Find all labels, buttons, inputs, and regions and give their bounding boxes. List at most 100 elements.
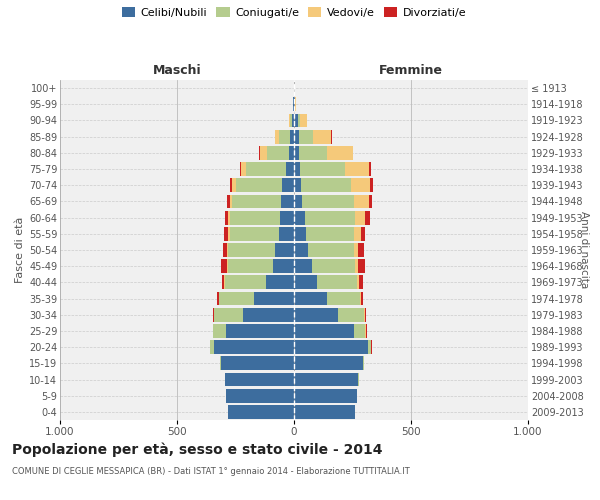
- Bar: [280, 210, 294, 224]
- Bar: [313, 130, 331, 143]
- Bar: [295, 98, 296, 111]
- Bar: [361, 292, 363, 306]
- Bar: [361, 227, 365, 240]
- Bar: [224, 276, 225, 289]
- Bar: [294, 146, 299, 160]
- Bar: [357, 276, 359, 289]
- Bar: [294, 340, 368, 354]
- Bar: [230, 210, 280, 224]
- Text: Maschi: Maschi: [152, 64, 202, 78]
- Bar: [283, 178, 294, 192]
- Bar: [254, 292, 294, 306]
- Bar: [294, 356, 363, 370]
- Bar: [242, 308, 294, 322]
- Bar: [294, 260, 311, 273]
- Bar: [358, 260, 365, 273]
- Bar: [294, 130, 299, 143]
- Bar: [240, 162, 241, 176]
- Bar: [294, 324, 353, 338]
- Bar: [363, 356, 364, 370]
- Bar: [213, 308, 214, 322]
- Bar: [229, 260, 273, 273]
- Bar: [241, 162, 246, 176]
- Bar: [273, 260, 294, 273]
- Bar: [306, 227, 353, 240]
- Bar: [299, 130, 313, 143]
- Bar: [369, 162, 371, 176]
- Bar: [210, 340, 214, 354]
- Bar: [223, 243, 227, 257]
- Bar: [225, 372, 294, 386]
- Bar: [294, 389, 357, 402]
- Bar: [358, 243, 364, 257]
- Bar: [327, 146, 353, 160]
- Bar: [299, 146, 327, 160]
- Bar: [275, 130, 279, 143]
- Bar: [353, 324, 365, 338]
- Text: Femmine: Femmine: [379, 64, 443, 78]
- Bar: [226, 324, 294, 338]
- Bar: [294, 405, 355, 419]
- Bar: [355, 210, 365, 224]
- Bar: [281, 194, 294, 208]
- Bar: [229, 243, 275, 257]
- Bar: [221, 356, 294, 370]
- Bar: [230, 178, 232, 192]
- Bar: [294, 98, 295, 111]
- Bar: [294, 178, 301, 192]
- Bar: [225, 210, 229, 224]
- Bar: [227, 243, 229, 257]
- Bar: [232, 178, 235, 192]
- Bar: [229, 405, 294, 419]
- Bar: [305, 210, 355, 224]
- Bar: [260, 146, 267, 160]
- Bar: [353, 227, 361, 240]
- Bar: [290, 130, 294, 143]
- Bar: [294, 227, 306, 240]
- Bar: [289, 146, 294, 160]
- Bar: [289, 114, 290, 128]
- Bar: [298, 114, 301, 128]
- Bar: [293, 98, 294, 111]
- Bar: [290, 114, 292, 128]
- Legend: Celibi/Nubili, Coniugati/e, Vedovi/e, Divorziati/e: Celibi/Nubili, Coniugati/e, Vedovi/e, Di…: [118, 2, 470, 22]
- Text: Popolazione per età, sesso e stato civile - 2014: Popolazione per età, sesso e stato civil…: [12, 442, 383, 457]
- Bar: [214, 308, 242, 322]
- Bar: [359, 292, 361, 306]
- Bar: [217, 292, 218, 306]
- Bar: [353, 194, 369, 208]
- Bar: [294, 114, 298, 128]
- Bar: [227, 260, 229, 273]
- Bar: [294, 162, 300, 176]
- Bar: [246, 162, 286, 176]
- Bar: [294, 243, 308, 257]
- Bar: [302, 194, 353, 208]
- Bar: [230, 227, 279, 240]
- Text: COMUNE DI CEGLIE MESSAPICA (BR) - Dati ISTAT 1° gennaio 2014 - Elaborazione TUTT: COMUNE DI CEGLIE MESSAPICA (BR) - Dati I…: [12, 468, 410, 476]
- Bar: [225, 276, 266, 289]
- Bar: [292, 114, 294, 128]
- Bar: [214, 340, 294, 354]
- Bar: [308, 243, 353, 257]
- Bar: [266, 276, 294, 289]
- Bar: [317, 276, 357, 289]
- Bar: [294, 210, 305, 224]
- Bar: [286, 162, 294, 176]
- Bar: [338, 308, 364, 322]
- Bar: [311, 260, 355, 273]
- Bar: [346, 162, 369, 176]
- Bar: [221, 260, 227, 273]
- Bar: [294, 372, 358, 386]
- Bar: [227, 194, 230, 208]
- Bar: [352, 178, 370, 192]
- Bar: [259, 146, 260, 160]
- Bar: [369, 194, 371, 208]
- Bar: [213, 324, 226, 338]
- Y-axis label: Anni di nascita: Anni di nascita: [579, 212, 589, 288]
- Bar: [294, 276, 317, 289]
- Bar: [235, 178, 283, 192]
- Bar: [353, 243, 358, 257]
- Bar: [229, 210, 230, 224]
- Bar: [327, 292, 359, 306]
- Bar: [224, 227, 229, 240]
